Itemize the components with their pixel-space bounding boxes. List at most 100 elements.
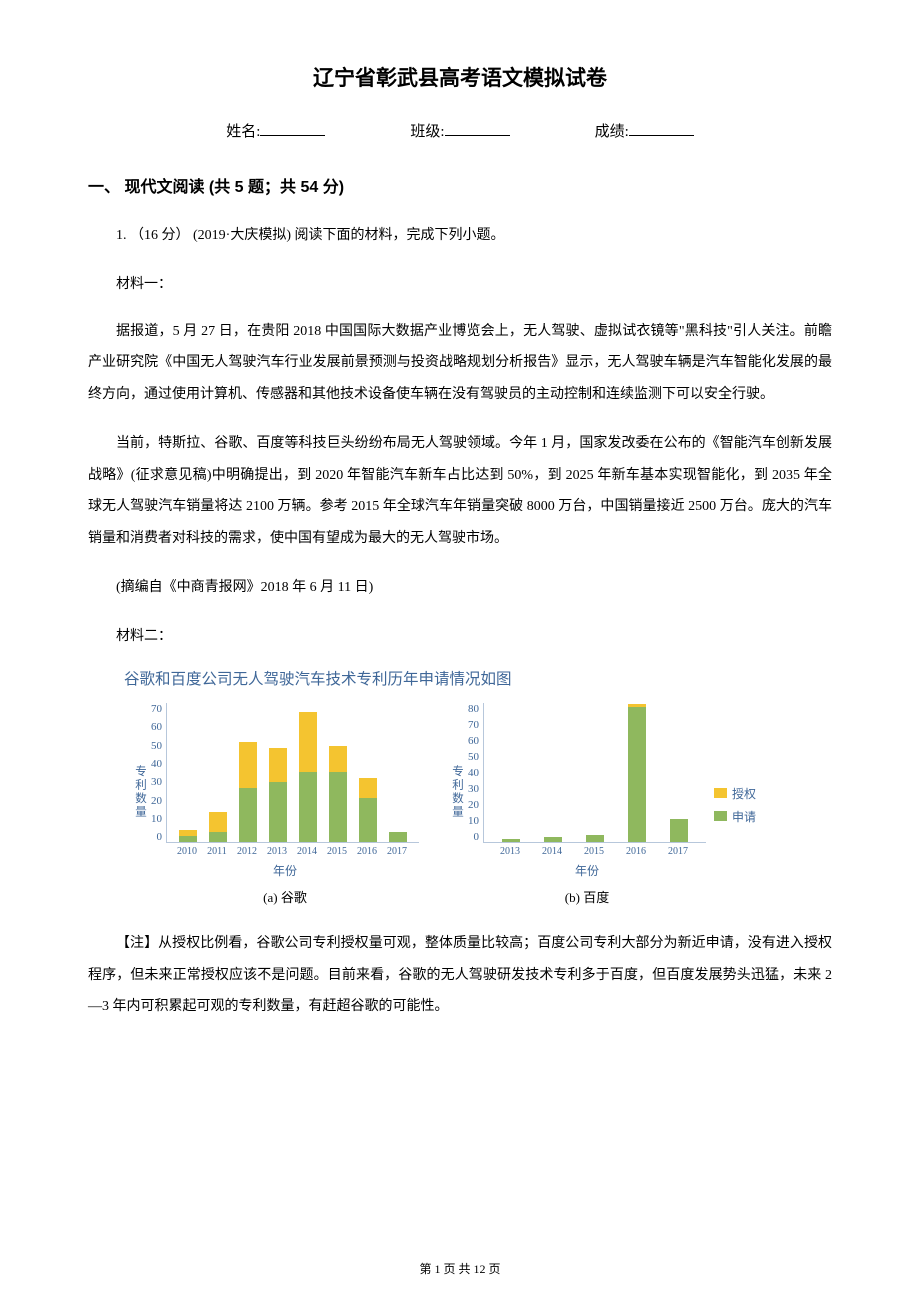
ytick: 10 <box>468 815 479 827</box>
question-stem: 1. （16 分） (2019·大庆模拟) 阅读下面的材料，完成下列小题。 <box>88 221 832 250</box>
ytick: 80 <box>468 703 479 715</box>
xticks-baidu: 2013 2014 2015 2016 2017 <box>483 846 699 857</box>
bar-seg-apply <box>239 788 257 842</box>
bar-seg-apply <box>329 772 347 842</box>
bar-seg-apply <box>586 835 604 842</box>
ytick: 40 <box>151 758 162 770</box>
bar-seg-grant <box>209 812 227 832</box>
score-blank <box>629 121 694 136</box>
bar-col <box>356 702 380 842</box>
chart-note: 【注】从授权比例看，谷歌公司专利授权量可观，整体质量比较高；百度公司专利大部分为… <box>88 928 832 1023</box>
chart-caption: 谷歌和百度公司无人驾驶汽车技术专利历年申请情况如图 <box>124 667 832 689</box>
xtick: 2011 <box>205 846 229 857</box>
bar-seg-apply <box>502 839 520 843</box>
yticks-baidu: 80 70 60 50 40 30 20 10 0 <box>468 703 483 843</box>
legend-apply-label: 申请 <box>732 808 756 825</box>
legend-grant-label: 授权 <box>732 785 756 802</box>
bar-col <box>326 702 350 842</box>
score-label: 成绩: <box>595 124 629 140</box>
sublabel-google: (a) 谷歌 <box>151 887 419 906</box>
ytick: 60 <box>151 721 162 733</box>
material1-label: 材料一： <box>88 270 832 299</box>
class-field: 班级: <box>410 120 509 141</box>
ytick: 30 <box>468 783 479 795</box>
xtick: 2014 <box>537 846 567 857</box>
ytick: 20 <box>468 799 479 811</box>
ytick: 50 <box>468 751 479 763</box>
section-heading: 一、 现代文阅读 (共 5 题；共 54 分) <box>88 173 832 197</box>
footer-suffix: 页 <box>486 1262 501 1276</box>
bar-seg-apply <box>299 772 317 842</box>
ytick: 20 <box>151 795 162 807</box>
bar-seg-apply <box>209 832 227 842</box>
bar-col <box>296 702 320 842</box>
bar-col <box>664 702 694 842</box>
legend-apply: 申请 <box>714 808 756 825</box>
xtick: 2017 <box>663 846 693 857</box>
xtick: 2016 <box>355 846 379 857</box>
sublabel-baidu: (b) 百度 <box>468 887 706 906</box>
footer-total: 12 <box>474 1262 486 1276</box>
xtick: 2017 <box>385 846 409 857</box>
bar-seg-apply <box>628 707 646 842</box>
page-title: 辽宁省彰武县高考语文模拟试卷 <box>88 62 832 92</box>
bar-seg-grant <box>269 748 287 782</box>
chart-google-wrap: 专利数量 706050403020100 2010201120122013201… <box>132 703 419 906</box>
footer-middle: 页 共 <box>440 1262 473 1276</box>
swatch-grant <box>714 788 727 798</box>
bar-col <box>266 702 290 842</box>
bar-seg-grant <box>359 778 377 798</box>
bar-col <box>206 702 230 842</box>
xtick: 2015 <box>579 846 609 857</box>
ytick: 40 <box>468 767 479 779</box>
ytick: 0 <box>474 831 480 843</box>
ytick: 70 <box>468 719 479 731</box>
bar-col <box>538 702 568 842</box>
bar-seg-apply <box>389 832 407 842</box>
x-axis-label-google: 年份 <box>151 862 419 879</box>
material1-para2: 当前，特斯拉、谷歌、百度等科技巨头纷纷布局无人驾驶领域。今年 1 月，国家发改委… <box>88 428 832 554</box>
xtick: 2014 <box>295 846 319 857</box>
chart-baidu-wrap: 专利数量 80706050403020100 20132014201520162… <box>449 703 756 906</box>
xtick: 2013 <box>495 846 525 857</box>
bar-col <box>622 702 652 842</box>
ytick: 0 <box>157 831 163 843</box>
xtick: 2015 <box>325 846 349 857</box>
name-field: 姓名: <box>226 120 325 141</box>
bar-col <box>236 702 260 842</box>
ytick: 60 <box>468 735 479 747</box>
ytick: 30 <box>151 776 162 788</box>
material2-label: 材料二： <box>88 622 832 651</box>
y-axis-label-google: 专利数量 <box>132 765 148 819</box>
ytick: 50 <box>151 740 162 752</box>
bar-seg-grant <box>299 712 317 772</box>
bar-seg-grant <box>329 746 347 772</box>
bar-seg-grant <box>239 742 257 788</box>
bar-seg-apply <box>670 819 688 842</box>
xticks-google: 20102011201220132014201520162017 <box>166 846 412 857</box>
xtick: 2016 <box>621 846 651 857</box>
class-blank <box>445 121 510 136</box>
swatch-apply <box>714 811 727 821</box>
xtick: 2012 <box>235 846 259 857</box>
charts-row: 专利数量 706050403020100 2010201120122013201… <box>132 703 832 906</box>
name-label: 姓名: <box>226 124 260 140</box>
class-label: 班级: <box>410 124 444 140</box>
meta-row: 姓名: 班级: 成绩: <box>88 120 832 141</box>
ytick: 10 <box>151 813 162 825</box>
xtick: 2010 <box>175 846 199 857</box>
bar-seg-apply <box>544 837 562 842</box>
footer-prefix: 第 <box>419 1262 434 1276</box>
bar-seg-apply <box>269 782 287 842</box>
bar-col <box>496 702 526 842</box>
bars-google <box>166 703 419 843</box>
name-blank <box>260 121 325 136</box>
bar-seg-apply <box>359 798 377 842</box>
score-field: 成绩: <box>595 120 694 141</box>
bar-col <box>176 702 200 842</box>
yticks-google: 706050403020100 <box>151 703 166 843</box>
bar-col <box>386 702 410 842</box>
bar-col <box>580 702 610 842</box>
material1-source: (摘编自《中商青报网》2018 年 6 月 11 日) <box>88 572 832 604</box>
legend-grant: 授权 <box>714 785 756 802</box>
